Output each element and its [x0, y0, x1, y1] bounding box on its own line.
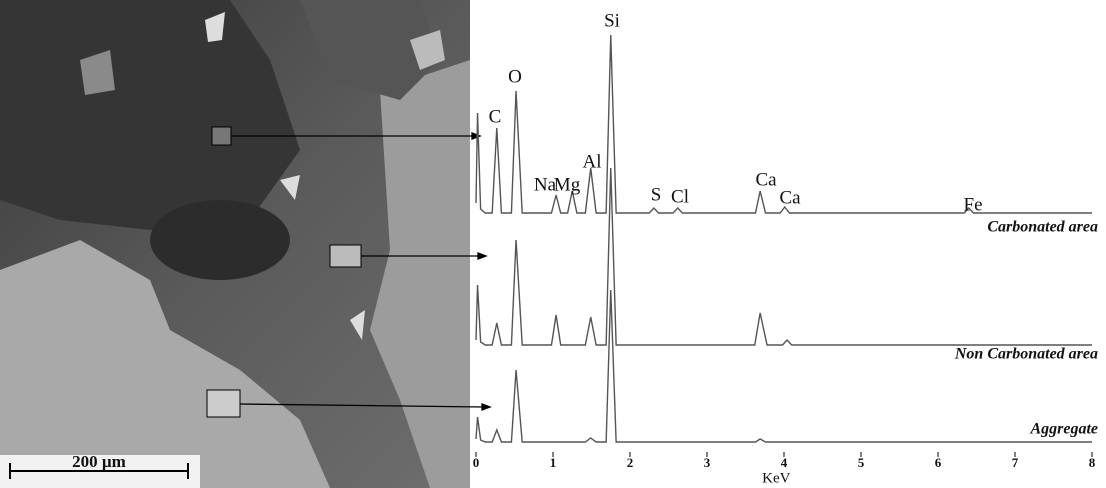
x-tick-label: 5 — [858, 455, 865, 470]
peak-label: S — [651, 184, 662, 205]
peak-label: Al — [583, 151, 602, 172]
peak-label: Mg — [554, 174, 581, 195]
peak-label: O — [508, 66, 522, 87]
series-label: Carbonated area — [987, 219, 1098, 236]
arrows — [231, 132, 492, 411]
x-tick-label: 2 — [627, 455, 634, 470]
peak-label: Cl — [671, 186, 689, 207]
spectrum-line — [475, 167, 1092, 346]
peak-label: Si — [604, 10, 620, 31]
peak-label: Ca — [755, 169, 777, 190]
x-axis-label: KeV — [762, 470, 790, 486]
peak-label: Ca — [779, 187, 801, 208]
spectrum-line — [475, 34, 1092, 214]
x-tick-label: 1 — [550, 455, 557, 470]
series-label: Aggregate — [1029, 421, 1098, 438]
sem-image: 200 µm — [0, 0, 470, 488]
peak-label: Na — [534, 174, 557, 195]
x-tick-label: 3 — [704, 455, 711, 470]
x-tick-label: 6 — [935, 455, 942, 470]
series-label: Non Carbonated area — [954, 346, 1098, 363]
x-tick-label: 0 — [473, 455, 480, 470]
x-tick-label: 7 — [1012, 455, 1019, 470]
x-tick-label: 8 — [1089, 455, 1096, 470]
peak-label: Fe — [964, 194, 983, 215]
x-tick-label: 4 — [781, 455, 788, 470]
scale-bar-label: 200 µm — [72, 452, 126, 471]
peak-label: C — [489, 106, 502, 127]
spectrum-line — [475, 289, 1092, 443]
